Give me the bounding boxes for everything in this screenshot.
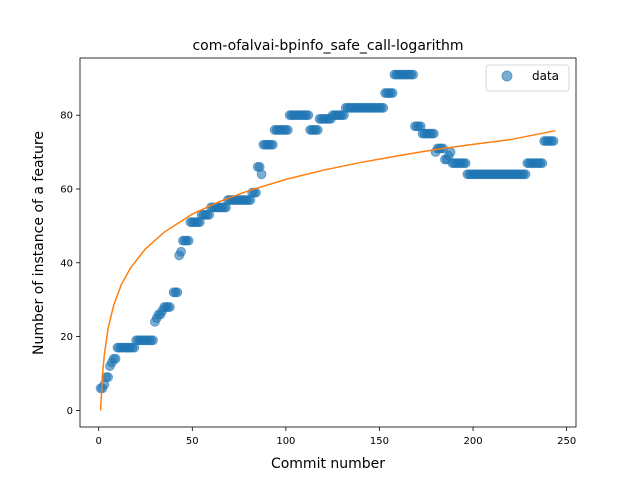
data-point <box>428 128 439 139</box>
data-point <box>256 169 267 180</box>
data-point <box>408 69 419 80</box>
data-point <box>176 246 186 257</box>
data-point <box>267 139 278 150</box>
data-point <box>378 102 389 113</box>
data-point <box>520 169 531 180</box>
data-point <box>164 302 175 312</box>
data-point <box>282 125 293 135</box>
x-tick-label: 200 <box>464 436 483 447</box>
data-point <box>548 136 559 146</box>
data-point <box>183 235 194 246</box>
data-point <box>103 372 113 383</box>
data-point <box>172 287 183 298</box>
legend-marker <box>501 70 513 82</box>
data-point <box>148 335 158 346</box>
y-axis-label: Number of instance of a feature <box>31 131 47 355</box>
legend: data <box>485 64 570 92</box>
data-point <box>445 147 456 157</box>
x-tick-label: 50 <box>186 436 199 447</box>
plot-frame <box>79 57 577 428</box>
y-tick-label: 80 <box>60 111 73 122</box>
data-point <box>537 158 548 169</box>
data-point <box>387 88 398 98</box>
y-tick-label: 20 <box>60 332 73 343</box>
fit-line <box>99 129 556 411</box>
data-point <box>303 110 314 121</box>
y-tick-label: 40 <box>60 258 73 269</box>
y-tick-label: 60 <box>60 184 73 195</box>
data-point <box>312 125 323 135</box>
data-point <box>460 158 471 169</box>
legend-label-data: data <box>532 69 559 83</box>
x-tick-label: 250 <box>557 436 576 447</box>
data-point <box>110 353 121 364</box>
x-axis-label: Commit number <box>271 456 385 472</box>
x-tick-label: 150 <box>370 436 389 447</box>
x-tick-label: 100 <box>276 436 295 447</box>
x-tick-label: 0 <box>96 436 102 447</box>
chart-title: com-ofalvai-bpinfo_safe_call-logarithm <box>192 38 463 54</box>
y-tick-label: 0 <box>67 406 73 417</box>
